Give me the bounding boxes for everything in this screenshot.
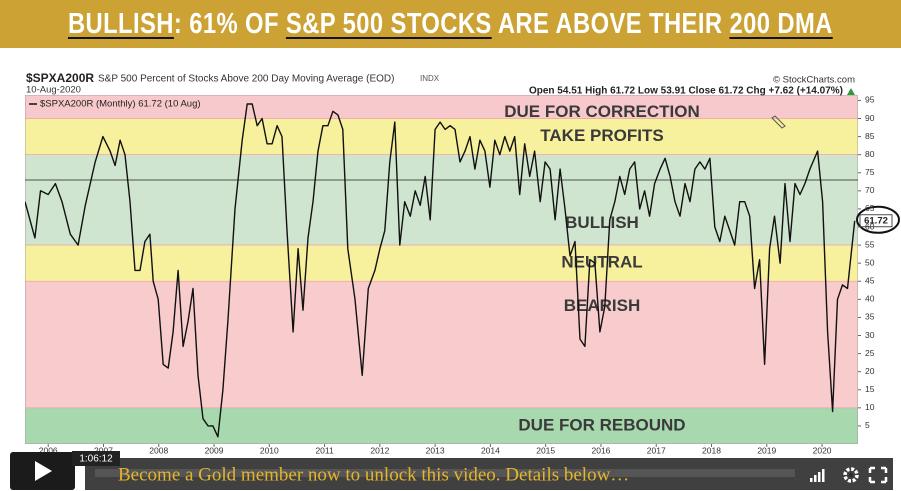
zone-label: BEARISH [564,296,641,315]
quote: Open 54.51 High 61.72 Low 53.91 Close 61… [529,86,843,97]
date: 10-Aug-2020 [26,85,81,96]
x-tick-label: 2016 [592,445,611,455]
up-arrow [847,88,855,95]
zone-label: BULLISH [565,213,639,232]
plot: DUE FOR CORRECTION TAKE PROFITS BULLISH NEU… [25,102,858,438]
y-tick-label: 15 [865,384,875,394]
y-tick-label: 45 [865,276,875,286]
y-tick-label: 10 [865,402,875,412]
last-value-badge [859,214,893,228]
y-tick-label: 35 [865,312,875,322]
x-tick-label: 2008 [149,445,168,455]
y-tick-label: 80 [865,149,875,159]
description: S&P 500 Percent of Stocks Above 200 Day … [98,74,394,85]
x-tick-label: 2013 [426,445,445,455]
pen-cursor [771,115,786,129]
exchange: INDX [420,74,440,83]
source: © StockCharts.com [773,75,855,86]
annotation-circle [856,205,900,234]
y-tick-label: 55 [865,239,875,249]
banner-word: S&P 500 STOCKS [286,7,492,40]
series-line [25,103,856,438]
symbol: $SPXA200R [26,71,94,85]
banner-word: 200 DMA [729,7,833,40]
y-tick-label: 20 [865,366,875,376]
zone [25,244,858,282]
y-tick-label: 75 [865,167,875,177]
x-tick-label: 2014 [481,445,500,455]
zone-label: TAKE PROFITS [540,126,663,145]
y-tick-label: 90 [865,113,875,123]
zone-label: NEUTRAL [561,253,642,272]
y-tick-label: 95 [865,95,875,105]
y-tick-label: 50 [865,257,875,267]
x-tick-label: 2017 [647,445,666,455]
zone [25,407,858,444]
x-tick-label: 2015 [536,445,555,455]
banner-word: BULLISH [68,7,175,40]
x-tick-label: 2007 [94,445,113,455]
zone [25,280,858,409]
banner: BULLISH: 61% OF S&P 500 STOCKS ARE ABOVE… [0,0,901,48]
x-tick-label: 2012 [370,445,389,455]
y-tick-label: 70 [865,185,875,195]
x-tick-label: 2020 [813,445,832,455]
banner-word: ARE ABOVE THEIR [491,7,730,40]
y-tick-label: 60 [865,221,875,231]
x-tick-label: 2019 [757,445,776,455]
x-tick-label: 2018 [702,445,721,455]
y-tick-label: 85 [865,131,875,141]
y-tick-label: 40 [865,294,875,304]
legend-label: $SPXA200R (Monthly) 61.72 (10 Aug) [40,99,201,110]
banner-word: : 61% OF [174,7,287,40]
y-tick-label: 30 [865,330,875,340]
x-tick-label: 2006 [39,445,58,455]
x-tick-label: 2009 [205,445,224,455]
zone [25,154,858,246]
y-tick-label: 5 [865,420,870,430]
axes: 61.72 5 10 15 20 25 30 35 40 45 50 55 60 65 70 75 80 85 90… [39,95,900,455]
zone-label: DUE FOR CORRECTION [504,102,700,121]
last-value-label: 61.72 [864,215,888,226]
x-tick-label: 2011 [315,445,334,455]
y-tick-label: 65 [865,203,875,213]
x-tick-label: 2010 [260,445,279,455]
zones [25,95,858,444]
zone-label: DUE FOR REBOUND [518,415,685,434]
y-tick-label: 25 [865,348,875,358]
banner-title: BULLISH: 61% OF S&P 500 STOCKS ARE ABOVE… [68,8,833,41]
